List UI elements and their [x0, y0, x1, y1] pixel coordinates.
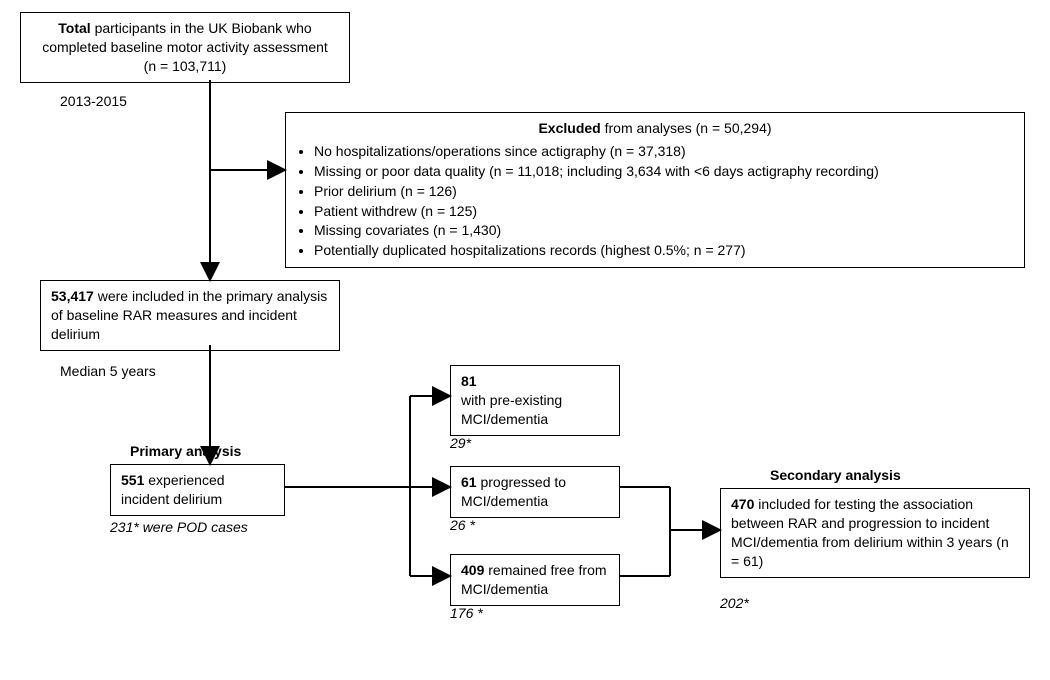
label-preexisting-note: 29*	[450, 434, 471, 452]
box-included: 53,417 were included in the primary anal…	[40, 280, 340, 351]
box-primary: 551 experienced incident delirium	[110, 464, 285, 516]
included-bold: 53,417	[51, 288, 94, 304]
preexisting-bold: 81	[461, 373, 477, 389]
label-years: 2013-2015	[60, 92, 127, 110]
total-n: (n = 103,711)	[31, 57, 339, 76]
secondary-rest: included for testing the association bet…	[731, 496, 1009, 569]
box-secondary: 470 included for testing the association…	[720, 488, 1030, 578]
label-primary-note: 231* were POD cases	[110, 518, 260, 536]
box-preexisting: 81 with pre-existing MCI/dementia	[450, 365, 620, 436]
excluded-header: Excluded from analyses (n = 50,294)	[296, 119, 1014, 138]
flowchart-canvas: Total participants in the UK Biobank who…	[0, 0, 1050, 680]
box-total: Total participants in the UK Biobank who…	[20, 12, 350, 83]
free-bold: 409	[461, 562, 484, 578]
excluded-item: Patient withdrew (n = 125)	[314, 202, 1014, 221]
progressed-rest: progressed to MCI/dementia	[461, 474, 566, 509]
primary-bold: 551	[121, 472, 144, 488]
preexisting-l3: MCI/dementia	[461, 410, 609, 429]
progressed-bold: 61	[461, 474, 477, 490]
box-excluded: Excluded from analyses (n = 50,294) No h…	[285, 112, 1025, 268]
label-free-note: 176 *	[450, 604, 483, 622]
excluded-item: No hospitalizations/operations since act…	[314, 142, 1014, 161]
excluded-item: Prior delirium (n = 126)	[314, 182, 1014, 201]
excluded-item: Potentially duplicated hospitalizations …	[314, 241, 1014, 260]
box-free: 409 remained free from MCI/dementia	[450, 554, 620, 606]
label-secondary-note: 202*	[720, 594, 749, 612]
excluded-list: No hospitalizations/operations since act…	[296, 142, 1014, 260]
total-bold: Total	[58, 20, 90, 36]
excluded-rest: from analyses (n = 50,294)	[601, 120, 772, 136]
label-progressed-note: 26 *	[450, 516, 475, 534]
box-total-text: Total participants in the UK Biobank who…	[31, 19, 339, 57]
label-median: Median 5 years	[60, 362, 156, 380]
label-primary-analysis: Primary analysis	[130, 442, 241, 460]
excluded-item: Missing covariates (n = 1,430)	[314, 221, 1014, 240]
excluded-item: Missing or poor data quality (n = 11,018…	[314, 162, 1014, 181]
label-secondary-analysis: Secondary analysis	[770, 466, 901, 484]
secondary-bold: 470	[731, 496, 754, 512]
preexisting-l2: with pre-existing	[461, 391, 609, 410]
excluded-bold: Excluded	[538, 120, 600, 136]
box-progressed: 61 progressed to MCI/dementia	[450, 466, 620, 518]
preexisting-l1: 81	[461, 372, 609, 391]
